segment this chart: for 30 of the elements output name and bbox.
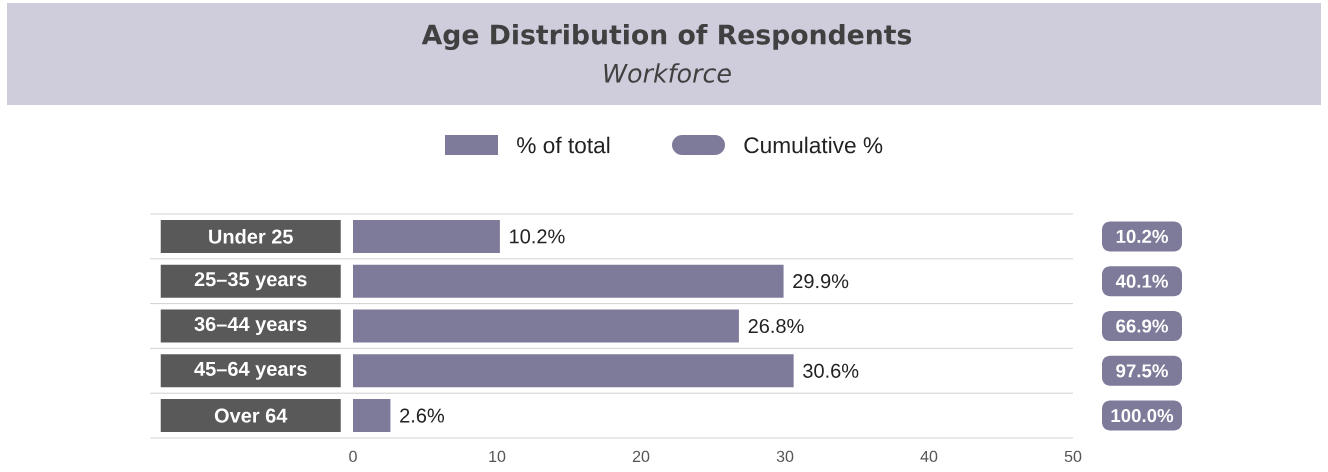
x-tick-label: 40 [920, 450, 938, 463]
bar [353, 219, 500, 253]
data-label: 26.8% [748, 318, 804, 334]
data-label: 100.0% [1111, 408, 1174, 423]
x-tick-label: 20 [632, 450, 650, 463]
data-label: 40.1% [1115, 274, 1168, 288]
data-label: 97.5% [1116, 364, 1168, 378]
y-tick-label: 25–35 years [194, 272, 307, 291]
chart-title: Age Distribution of Respondents [421, 23, 912, 50]
y-tick-label: Under 25 [209, 229, 293, 244]
chart-subtitle: Workforce [604, 63, 731, 83]
legend-label: % of total [517, 136, 610, 154]
data-label: 2.6% [400, 408, 445, 423]
data-label: 30.6% [803, 363, 859, 378]
y-tick-label: Over 64 [214, 408, 288, 423]
bar [353, 309, 739, 343]
x-tick-label: 10 [489, 450, 506, 463]
bar [353, 354, 794, 388]
x-tick-label: 50 [1064, 450, 1082, 463]
x-tick-label: 30 [776, 450, 794, 463]
y-tick-label: 45–64 years [194, 361, 307, 380]
legend-label: Cumulative % [744, 136, 883, 154]
data-label: 29.9% [793, 274, 849, 289]
data-label: 10.2% [510, 229, 565, 244]
bar [353, 264, 784, 298]
x-tick-label: 0 [349, 450, 357, 463]
data-label: 10.2% [1116, 229, 1168, 244]
y-tick-label: 36–44 years [194, 316, 307, 336]
data-label: 66.9% [1116, 319, 1168, 333]
bar [353, 399, 391, 433]
